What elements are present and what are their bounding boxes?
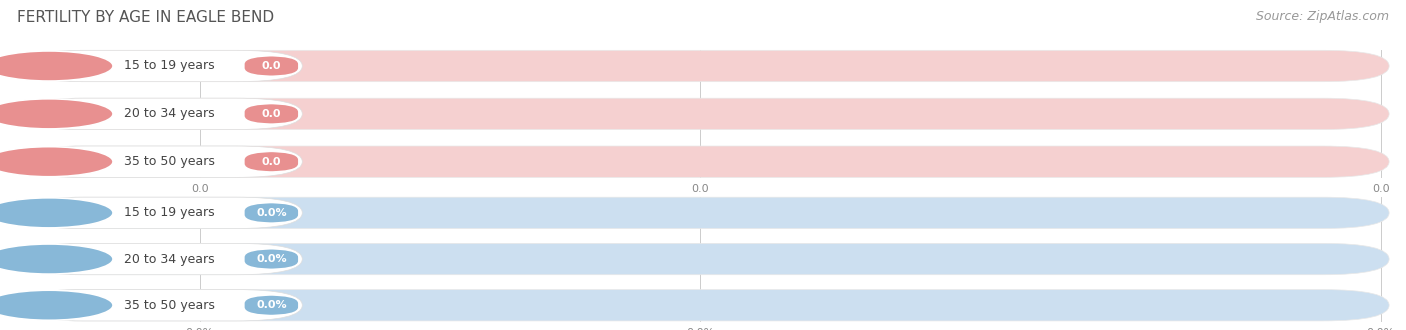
Text: 0.0: 0.0 xyxy=(692,184,709,194)
Text: 0.0%: 0.0% xyxy=(186,327,214,330)
FancyBboxPatch shape xyxy=(17,50,1389,82)
FancyBboxPatch shape xyxy=(245,56,298,76)
Text: 15 to 19 years: 15 to 19 years xyxy=(124,59,215,73)
FancyBboxPatch shape xyxy=(17,290,1389,321)
Circle shape xyxy=(0,99,112,129)
Circle shape xyxy=(0,198,112,228)
FancyBboxPatch shape xyxy=(17,244,1389,275)
Text: Source: ZipAtlas.com: Source: ZipAtlas.com xyxy=(1256,10,1389,23)
Text: 0.0%: 0.0% xyxy=(256,254,287,264)
FancyBboxPatch shape xyxy=(245,249,298,269)
Text: 20 to 34 years: 20 to 34 years xyxy=(124,252,215,266)
Text: 15 to 19 years: 15 to 19 years xyxy=(124,206,215,219)
FancyBboxPatch shape xyxy=(245,203,298,222)
Circle shape xyxy=(0,147,112,177)
Circle shape xyxy=(0,290,112,320)
Text: 0.0: 0.0 xyxy=(262,157,281,167)
FancyBboxPatch shape xyxy=(245,152,298,171)
FancyBboxPatch shape xyxy=(17,197,302,228)
FancyBboxPatch shape xyxy=(17,98,1389,129)
FancyBboxPatch shape xyxy=(17,146,302,178)
FancyBboxPatch shape xyxy=(245,104,298,123)
Text: 0.0%: 0.0% xyxy=(1367,327,1395,330)
Text: 35 to 50 years: 35 to 50 years xyxy=(124,299,215,312)
FancyBboxPatch shape xyxy=(17,244,302,275)
Text: FERTILITY BY AGE IN EAGLE BEND: FERTILITY BY AGE IN EAGLE BEND xyxy=(17,10,274,25)
Circle shape xyxy=(0,244,112,274)
Text: 0.0%: 0.0% xyxy=(686,327,714,330)
FancyBboxPatch shape xyxy=(17,50,302,82)
Text: 35 to 50 years: 35 to 50 years xyxy=(124,155,215,168)
Circle shape xyxy=(0,51,112,81)
FancyBboxPatch shape xyxy=(17,146,1389,178)
Text: 0.0: 0.0 xyxy=(262,61,281,71)
Text: 0.0%: 0.0% xyxy=(256,208,287,218)
Text: 0.0: 0.0 xyxy=(262,109,281,119)
FancyBboxPatch shape xyxy=(245,296,298,315)
Text: 0.0: 0.0 xyxy=(1372,184,1389,194)
FancyBboxPatch shape xyxy=(17,98,302,129)
FancyBboxPatch shape xyxy=(17,290,302,321)
Text: 0.0%: 0.0% xyxy=(256,300,287,310)
FancyBboxPatch shape xyxy=(17,197,1389,228)
Text: 0.0: 0.0 xyxy=(191,184,208,194)
Text: 20 to 34 years: 20 to 34 years xyxy=(124,107,215,120)
